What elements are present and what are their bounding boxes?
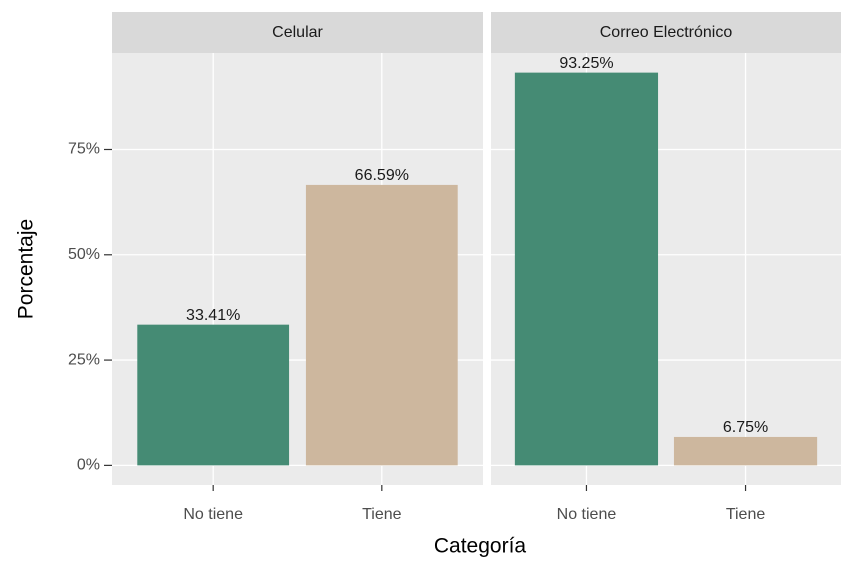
value-label: 93.25% [559,55,613,72]
bar [305,184,458,466]
y-axis-title: Porcentaje [15,219,38,319]
y-tick-label: 75% [68,141,100,158]
y-tick-label: 25% [68,351,100,368]
value-label: 66.59% [355,167,409,184]
value-label: 6.75% [723,419,768,436]
facet-title: Correo Electrónico [600,24,733,41]
x-tick-label: Tiene [726,506,766,523]
x-axis-title: Categoría [434,535,527,558]
x-tick-label: No tiene [557,506,617,523]
strip [491,12,841,53]
bar [514,72,659,466]
facet-title: Celular [272,24,323,41]
x-tick-label: Tiene [362,506,402,523]
x-tick-label: No tiene [183,506,243,523]
bar [673,436,818,466]
bar [137,324,290,466]
value-label: 33.41% [186,307,240,324]
strip [112,12,483,53]
y-tick-label: 50% [68,246,100,263]
y-tick-label: 0% [77,457,100,474]
